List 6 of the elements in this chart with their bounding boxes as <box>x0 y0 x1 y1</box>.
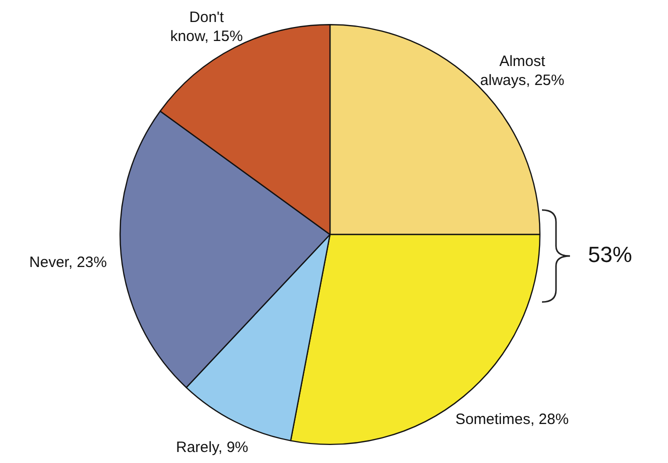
slice-label: Never, 23% <box>29 252 107 272</box>
slice-label: Rarely, 9% <box>176 438 248 457</box>
text: 53% <box>588 242 632 268</box>
slice-label: Almost always, 25% <box>479 52 566 90</box>
slice-label: Sometimes, 28% <box>455 410 569 429</box>
slice-label: Don't know, 15% <box>169 8 244 46</box>
